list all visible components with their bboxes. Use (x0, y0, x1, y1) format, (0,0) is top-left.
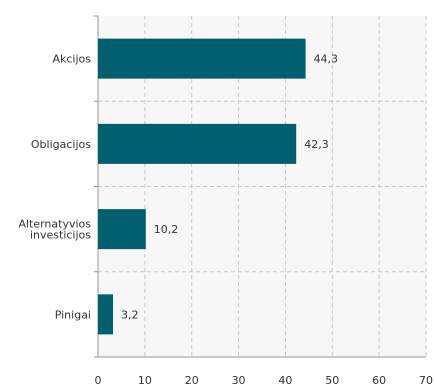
x-tick-label: 40 (278, 374, 292, 387)
bar (98, 123, 297, 164)
x-tick-labels: 0 10 20 30 40 50 60 70 (95, 374, 434, 387)
data-label: 3,2 (121, 308, 139, 321)
category-label: investicijos (30, 229, 91, 242)
bars (98, 38, 306, 335)
category-label: Alternatyvios (18, 218, 91, 231)
x-tick-label: 10 (138, 374, 152, 387)
data-label: 10,2 (154, 223, 179, 236)
data-labels: 44,3 42,3 10,2 3,2 (121, 53, 338, 322)
category-label: Pinigai (55, 308, 91, 321)
category-labels: Akcijos Obligacijos Alternatyviosinvestici… (18, 53, 91, 322)
bar (98, 209, 146, 250)
bar (98, 294, 113, 335)
x-tick-label: 60 (372, 374, 386, 387)
data-label: 44,3 (314, 53, 339, 66)
category-label: Akcijos (52, 53, 91, 66)
category-label: Obligacijos (31, 138, 91, 151)
x-tick-label: 50 (325, 374, 339, 387)
x-tick-label: 0 (95, 374, 102, 387)
x-tick-label: 20 (185, 374, 199, 387)
x-tick-label: 70 (419, 374, 433, 387)
data-label: 42,3 (304, 138, 329, 151)
x-tick-label: 30 (232, 374, 246, 387)
bar (98, 38, 306, 79)
